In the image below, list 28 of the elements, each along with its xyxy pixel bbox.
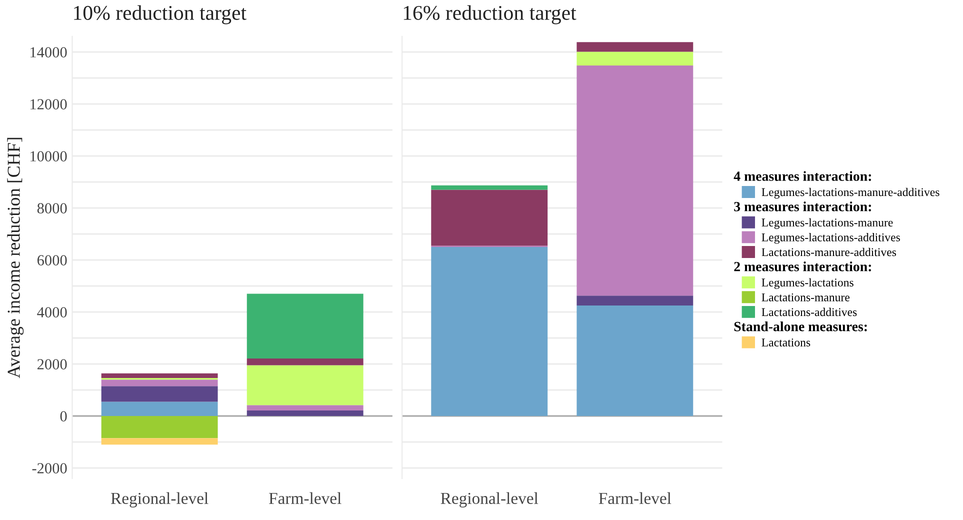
- y-tick-label: 0: [60, 411, 67, 422]
- legend-label: Legumes-lactations-additives: [762, 233, 900, 244]
- legend-label: Lactations-additives: [762, 308, 857, 316]
- legend-label: Lactations: [762, 338, 810, 346]
- chart-title: 16% reduction target: [404, 5, 576, 24]
- chart-title: 10% reduction target: [74, 5, 246, 24]
- text: 3 measures interaction:: [734, 202, 871, 212]
- x-tick-label: Regional-level: [440, 492, 538, 508]
- y-tick-label: 8000: [37, 203, 67, 214]
- x-tick-label: Farm-level: [598, 492, 672, 504]
- y-tick-label: 12000: [30, 99, 67, 110]
- x-tick-label: Farm-level: [269, 492, 342, 504]
- x-tick-label: Regional-level: [110, 492, 208, 508]
- y-axis-title: Average income reduction [CHF]: [7, 138, 24, 378]
- y-tick-label: -2000: [32, 463, 67, 474]
- legend-label: Lactations-manure: [762, 293, 850, 302]
- y-tick-label: 2000: [37, 359, 67, 370]
- legend-label: Lactations-manure-additives: [762, 248, 896, 256]
- legend-label: Legumes-lactations-manure: [762, 218, 893, 229]
- y-tick-label: 4000: [37, 307, 67, 318]
- y-tick-label: 14000: [30, 47, 67, 58]
- text: 4 measures interaction:: [734, 171, 871, 181]
- text: Stand-alone measures:: [734, 321, 867, 332]
- legend-label: Legumes-lactations-manure-additives: [762, 188, 940, 199]
- legend-label: Legumes-lactations: [762, 278, 854, 289]
- y-tick-label: 6000: [37, 255, 67, 266]
- y-tick-label: 10000: [30, 151, 67, 162]
- text: 2 measures interaction:: [734, 262, 871, 272]
